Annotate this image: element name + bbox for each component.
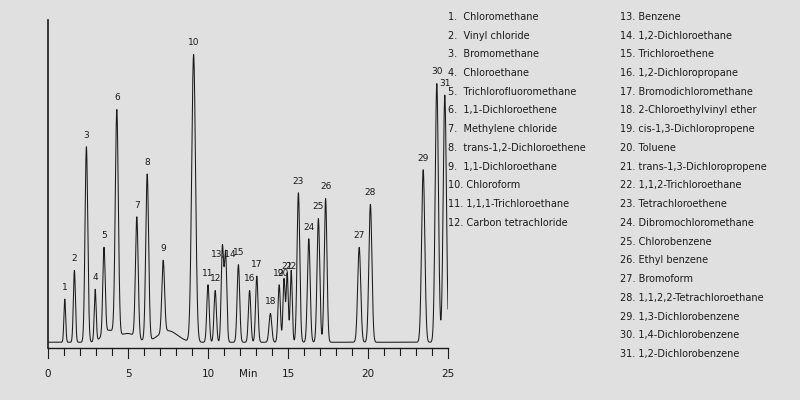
Text: 9.  1,1-Dichloroethane: 9. 1,1-Dichloroethane	[447, 162, 556, 172]
Text: 2: 2	[71, 254, 78, 263]
Text: 28: 28	[365, 188, 376, 197]
Text: 20: 20	[278, 269, 290, 278]
Text: 27. Bromoform: 27. Bromoform	[620, 274, 693, 284]
Text: 10: 10	[202, 369, 214, 379]
Text: 13,14: 13,14	[211, 250, 237, 260]
Text: 27: 27	[354, 231, 365, 240]
Text: 19: 19	[274, 268, 285, 278]
Text: 10: 10	[188, 38, 199, 47]
Text: 14. 1,2-Dichloroethane: 14. 1,2-Dichloroethane	[620, 30, 732, 40]
Text: 24. Dibromochloromethane: 24. Dibromochloromethane	[620, 218, 754, 228]
Text: 20: 20	[362, 369, 374, 379]
Text: 1: 1	[62, 283, 68, 292]
Text: 15: 15	[233, 248, 244, 258]
Text: 16: 16	[244, 274, 255, 283]
Text: 22: 22	[285, 262, 296, 271]
Text: 8.  trans-1,2-Dichloroethene: 8. trans-1,2-Dichloroethene	[447, 143, 586, 153]
Text: 24: 24	[303, 223, 314, 232]
Text: 6.  1,1-Dichloroethene: 6. 1,1-Dichloroethene	[447, 106, 556, 116]
Text: 7.  Methylene chloride: 7. Methylene chloride	[447, 124, 557, 134]
Text: 8: 8	[144, 158, 150, 167]
Text: 30: 30	[431, 68, 442, 76]
Text: 6: 6	[114, 93, 120, 102]
Text: 26: 26	[320, 182, 331, 191]
Text: 2.  Vinyl chloride: 2. Vinyl chloride	[447, 30, 529, 40]
Text: 1.  Chloromethane: 1. Chloromethane	[447, 12, 538, 22]
Text: 23. Tetrachloroethene: 23. Tetrachloroethene	[620, 199, 727, 209]
Text: 31. 1,2-Dichlorobenzene: 31. 1,2-Dichlorobenzene	[620, 349, 739, 359]
Text: 5: 5	[101, 231, 107, 240]
Text: 11. 1,1,1-Trichloroethane: 11. 1,1,1-Trichloroethane	[447, 199, 569, 209]
Text: 13. Benzene: 13. Benzene	[620, 12, 681, 22]
Text: 3.  Bromomethane: 3. Bromomethane	[447, 49, 538, 59]
Text: 5: 5	[125, 369, 131, 379]
Text: 23: 23	[293, 177, 304, 186]
Text: 21. trans-1,3-Dichloropropene: 21. trans-1,3-Dichloropropene	[620, 162, 766, 172]
Text: 12. Carbon tetrachloride: 12. Carbon tetrachloride	[447, 218, 567, 228]
Text: 30. 1,4-Dichlorobenzene: 30. 1,4-Dichlorobenzene	[620, 330, 739, 340]
Text: 18. 2-Chloroethylvinyl ether: 18. 2-Chloroethylvinyl ether	[620, 106, 757, 116]
Text: 21: 21	[281, 262, 293, 271]
Text: 18: 18	[265, 297, 276, 306]
Text: 11: 11	[202, 268, 214, 278]
Text: 0: 0	[45, 369, 51, 379]
Text: 17. Bromodichloromethane: 17. Bromodichloromethane	[620, 87, 753, 97]
Text: 25: 25	[313, 202, 324, 212]
Text: 4.  Chloroethane: 4. Chloroethane	[447, 68, 529, 78]
Text: 19. cis-1,3-Dichloropropene: 19. cis-1,3-Dichloropropene	[620, 124, 754, 134]
Text: 7: 7	[134, 200, 140, 210]
Text: 15: 15	[282, 369, 294, 379]
Text: 20. Toluene: 20. Toluene	[620, 143, 676, 153]
Text: 25. Chlorobenzene: 25. Chlorobenzene	[620, 237, 712, 247]
Text: 5.  Trichlorofluoromethane: 5. Trichlorofluoromethane	[447, 87, 576, 97]
Text: 9: 9	[160, 244, 166, 253]
Text: Min: Min	[238, 369, 258, 379]
Text: 10. Chloroform: 10. Chloroform	[447, 180, 520, 190]
Text: 31: 31	[439, 79, 450, 88]
Text: 15. Trichloroethene: 15. Trichloroethene	[620, 49, 714, 59]
Text: 12: 12	[210, 274, 221, 283]
Text: 25: 25	[442, 369, 454, 379]
Text: 16. 1,2-Dichloropropane: 16. 1,2-Dichloropropane	[620, 68, 738, 78]
Text: 26. Ethyl benzene: 26. Ethyl benzene	[620, 255, 708, 265]
Text: 28. 1,1,2,2-Tetrachloroethane: 28. 1,1,2,2-Tetrachloroethane	[620, 293, 764, 303]
Text: 29: 29	[418, 154, 429, 163]
Text: 17: 17	[251, 260, 262, 269]
Text: 29. 1,3-Dichlorobenzene: 29. 1,3-Dichlorobenzene	[620, 312, 739, 322]
Text: 4: 4	[92, 273, 98, 282]
Text: 22. 1,1,2-Trichloroethane: 22. 1,1,2-Trichloroethane	[620, 180, 742, 190]
Text: 3: 3	[83, 130, 90, 140]
